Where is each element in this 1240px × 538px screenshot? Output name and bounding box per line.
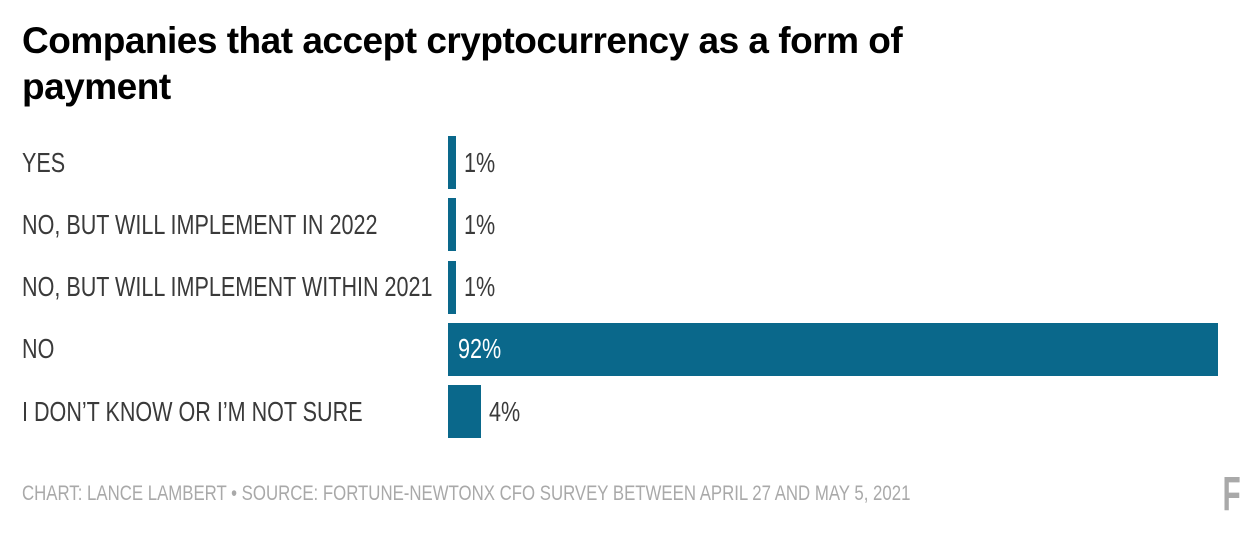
chart-title-line1: Companies that accept cryptocurrency as … — [22, 20, 903, 61]
bar-area: 1% — [448, 260, 1218, 314]
bar-area: 1% — [448, 198, 1218, 252]
category-label: NO, BUT WILL IMPLEMENT WITHIN 2021 — [22, 271, 448, 303]
category-label: YES — [22, 147, 448, 179]
bar — [448, 136, 457, 189]
chart-row: NO, BUT WILL IMPLEMENT WITHIN 2021 1% — [22, 260, 1218, 314]
bar — [448, 198, 457, 252]
value-label: 1% — [464, 271, 496, 303]
category-label-text: NO, BUT WILL IMPLEMENT WITHIN 2021 — [22, 271, 433, 303]
footer-credit-text: CHART: LANCE LAMBERT • SOURCE: FORTUNE-N… — [22, 482, 911, 505]
category-label: NO — [22, 333, 448, 365]
value-label: 1% — [464, 146, 496, 178]
value-label: 92% — [458, 333, 502, 365]
bar: 92% — [448, 322, 1218, 376]
fortune-logo: FORTUNE — [1222, 467, 1240, 521]
chart-row: I DON’T KNOW OR I’M NOT SURE 4% — [22, 385, 1218, 439]
bar-chart: YES 1% NO, BUT WILL IMPLEMENT IN 2022 1%… — [22, 136, 1218, 439]
bar — [448, 385, 482, 439]
category-label: NO, BUT WILL IMPLEMENT IN 2022 — [22, 209, 448, 241]
bar-area: 1% — [448, 136, 1218, 189]
category-label-text: NO, BUT WILL IMPLEMENT IN 2022 — [22, 208, 378, 240]
category-label-text: YES — [22, 146, 66, 178]
chart-row: NO 92% — [22, 322, 1218, 376]
value-label: 4% — [489, 395, 521, 427]
value-label: 1% — [464, 208, 496, 240]
bar-area: 4% — [448, 385, 1218, 439]
bar — [448, 260, 457, 314]
footer-credit: CHART: LANCE LAMBERT • SOURCE: FORTUNE-N… — [22, 482, 1133, 506]
category-label-text: NO — [22, 333, 55, 365]
chart-footer: CHART: LANCE LAMBERT • SOURCE: FORTUNE-N… — [22, 468, 1240, 521]
category-label: I DON’T KNOW OR I’M NOT SURE — [22, 396, 448, 428]
chart-title-line2: payment — [22, 66, 171, 107]
chart-row: YES 1% — [22, 136, 1218, 189]
bar-area: 92% — [448, 322, 1218, 376]
category-label-text: I DON’T KNOW OR I’M NOT SURE — [22, 395, 363, 427]
chart-title: Companies that accept cryptocurrency as … — [22, 18, 903, 110]
chart-row: NO, BUT WILL IMPLEMENT IN 2022 1% — [22, 198, 1218, 252]
